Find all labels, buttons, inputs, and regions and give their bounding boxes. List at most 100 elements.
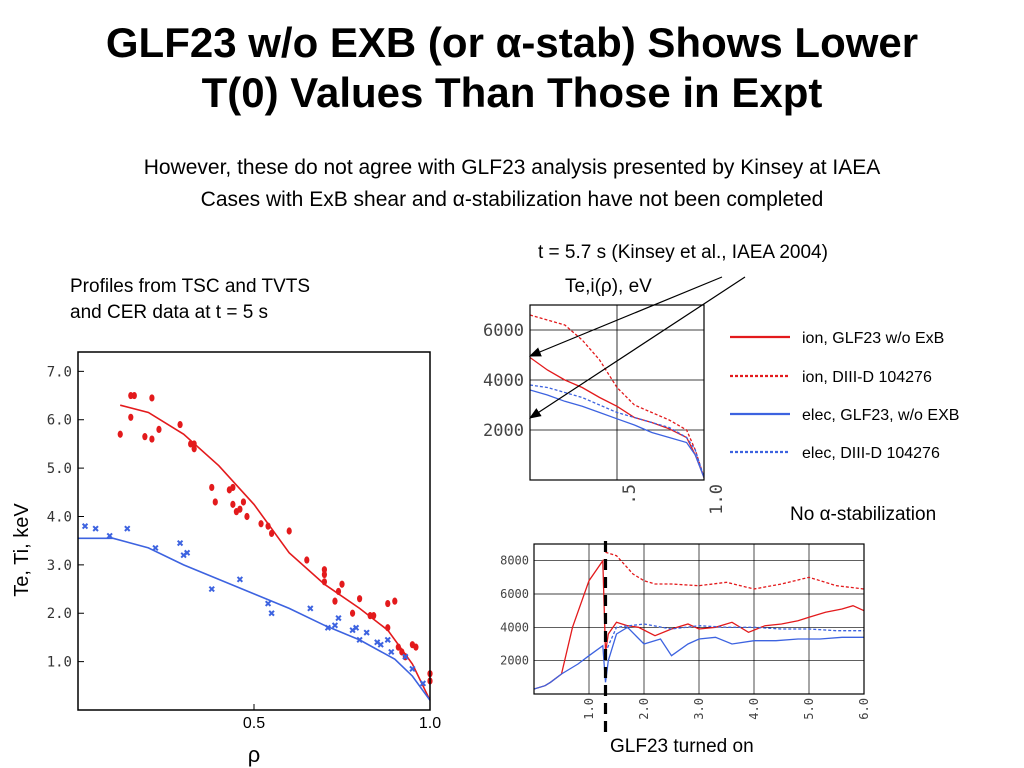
main-ytick-label: 7.0 (47, 364, 72, 380)
ion-data-point (244, 512, 250, 521)
elec-data-point (419, 680, 427, 687)
kinsey-series-line (530, 356, 704, 478)
slide-title-line2: T(0) Values Than Those in Expt (201, 69, 823, 116)
ion-data-point (177, 420, 183, 429)
ion-data-point (321, 578, 327, 586)
slide-title-line1: GLF23 w/o EXB (or α-stab) Shows Lower (105, 19, 919, 66)
main-xtick-label: 1.0 (419, 715, 441, 732)
time-plot-frame (533, 543, 865, 695)
ion-data-point (371, 612, 377, 620)
kinsey-ytick-label: 6000 (483, 321, 524, 341)
ion-data-point (332, 597, 338, 605)
elec-data-point (92, 525, 99, 532)
elec-data-point (81, 523, 89, 530)
elec-data-point (363, 629, 370, 636)
ion-data-point (230, 483, 236, 492)
elec-data-point (307, 605, 314, 612)
ion-data-point (212, 498, 218, 506)
legend-label: ion, GLF23 w/o ExB (802, 330, 944, 347)
profiles-note: Profiles from TSC and TVTS and CER data … (70, 274, 310, 326)
ion-data-point (149, 394, 155, 402)
main-xtick-label: 0.5 (243, 715, 265, 732)
kinsey-series-line (530, 314, 704, 478)
kinsey-xtick-label: 1.0 (707, 484, 727, 515)
kinsey-ytick-label: 2000 (483, 421, 524, 441)
main-ylabel: Te, Ti, keV (11, 503, 33, 597)
elec-data-point (236, 576, 244, 583)
main-profile-chart: 1.02.03.04.05.06.07.00.5 1.0 Te, Ti, keV … (11, 351, 441, 767)
elec-data-point (324, 624, 332, 631)
time-xtick-label: 4.0 (747, 698, 761, 720)
main-ytick-label: 2.0 (47, 606, 72, 622)
kinsey-series-line (530, 384, 704, 478)
kinsey-label: t = 5.7 s (Kinsey et al., IAEA 2004) (538, 242, 828, 263)
elec-data-point (268, 610, 275, 617)
ion-data-point (156, 425, 162, 434)
glf-on-label: GLF23 turned on (610, 736, 754, 757)
time-series-line (605, 551, 864, 590)
subtitle-line2: Cases with ExB shear and α-stabilization… (200, 188, 824, 211)
slide-subtitle: However, these do not agree with GLF23 a… (0, 152, 1024, 216)
time-series-line (604, 623, 864, 653)
ion-data-point (385, 599, 391, 608)
main-ytick-label: 1.0 (47, 655, 72, 671)
ion-data-point (335, 587, 342, 596)
kinsey-plot-frame (529, 304, 705, 481)
ion-data-point (413, 643, 419, 651)
elec-data-point (356, 636, 363, 643)
profiles-note-line2: and CER data at t = 5 s (70, 302, 269, 323)
no-alpha-label: No α-stabilization (790, 504, 937, 525)
elec-data-point (331, 622, 339, 629)
annotation-arrow-lower (528, 276, 746, 419)
ion-data-point (191, 445, 197, 453)
kinsey-profile-chart: 2000 4000 6000 .5 1.0 ion, GLF23 w/o ExB ion,… (483, 304, 959, 515)
elec-data-point (152, 544, 159, 552)
time-trace-chart: 2000 4000 6000 8000 1.0 2.0 3.0 4.0 5.0 6.0 (500, 535, 871, 734)
ion-data-point (385, 624, 391, 632)
main-ytick-label: 4.0 (47, 509, 72, 525)
ion-data-point (230, 500, 236, 508)
time-xtick-label: 3.0 (692, 698, 706, 720)
ion-data-point (149, 435, 155, 443)
elec-data-point (208, 585, 215, 593)
main-xlabel: ρ (248, 742, 261, 767)
ion-data-point (237, 505, 243, 513)
ion-data-point (286, 527, 292, 535)
elec-data-point (377, 641, 384, 648)
ion-data-point (392, 597, 398, 605)
main-ytick-label: 5.0 (47, 461, 72, 477)
elec-data-point (409, 665, 416, 672)
ion-data-point (395, 643, 401, 651)
ion-data-point (265, 522, 271, 530)
ion-data-point (128, 413, 134, 421)
elec-data-point (106, 532, 113, 539)
ion-data-point (269, 529, 275, 538)
elec-data-point (352, 624, 360, 631)
main-fit-line (119, 404, 431, 701)
kinsey-chart-title: Te,i(ρ), eV (565, 276, 652, 297)
time-xtick-label: 5.0 (802, 698, 816, 720)
ion-data-point (304, 556, 310, 564)
time-ytick-label: 8000 (500, 554, 529, 568)
annotation-arrow-upper (528, 276, 723, 357)
time-xtick-label: 6.0 (857, 698, 871, 720)
time-xtick-label: 1.0 (582, 698, 596, 720)
elec-data-point (384, 636, 391, 643)
main-ytick-label: 3.0 (47, 558, 72, 574)
elec-data-point (402, 653, 409, 660)
ion-data-point (117, 430, 123, 438)
elec-data-point (124, 525, 131, 532)
main-ytick-label: 6.0 (47, 413, 72, 429)
elec-data-point (335, 614, 342, 622)
main-plot-frame (77, 351, 431, 711)
ion-data-point (142, 433, 148, 441)
kinsey-xtick-label: .5 (620, 484, 640, 504)
ion-data-point (357, 595, 363, 603)
subtitle-line1: However, these do not agree with GLF23 a… (143, 156, 881, 179)
slide-title: GLF23 w/o EXB (or α-stab) Shows Lower T(… (0, 18, 1024, 118)
time-xtick-label: 2.0 (637, 698, 651, 720)
ion-data-point (339, 580, 345, 588)
elec-data-point (176, 539, 184, 547)
time-ytick-label: 2000 (500, 654, 529, 668)
